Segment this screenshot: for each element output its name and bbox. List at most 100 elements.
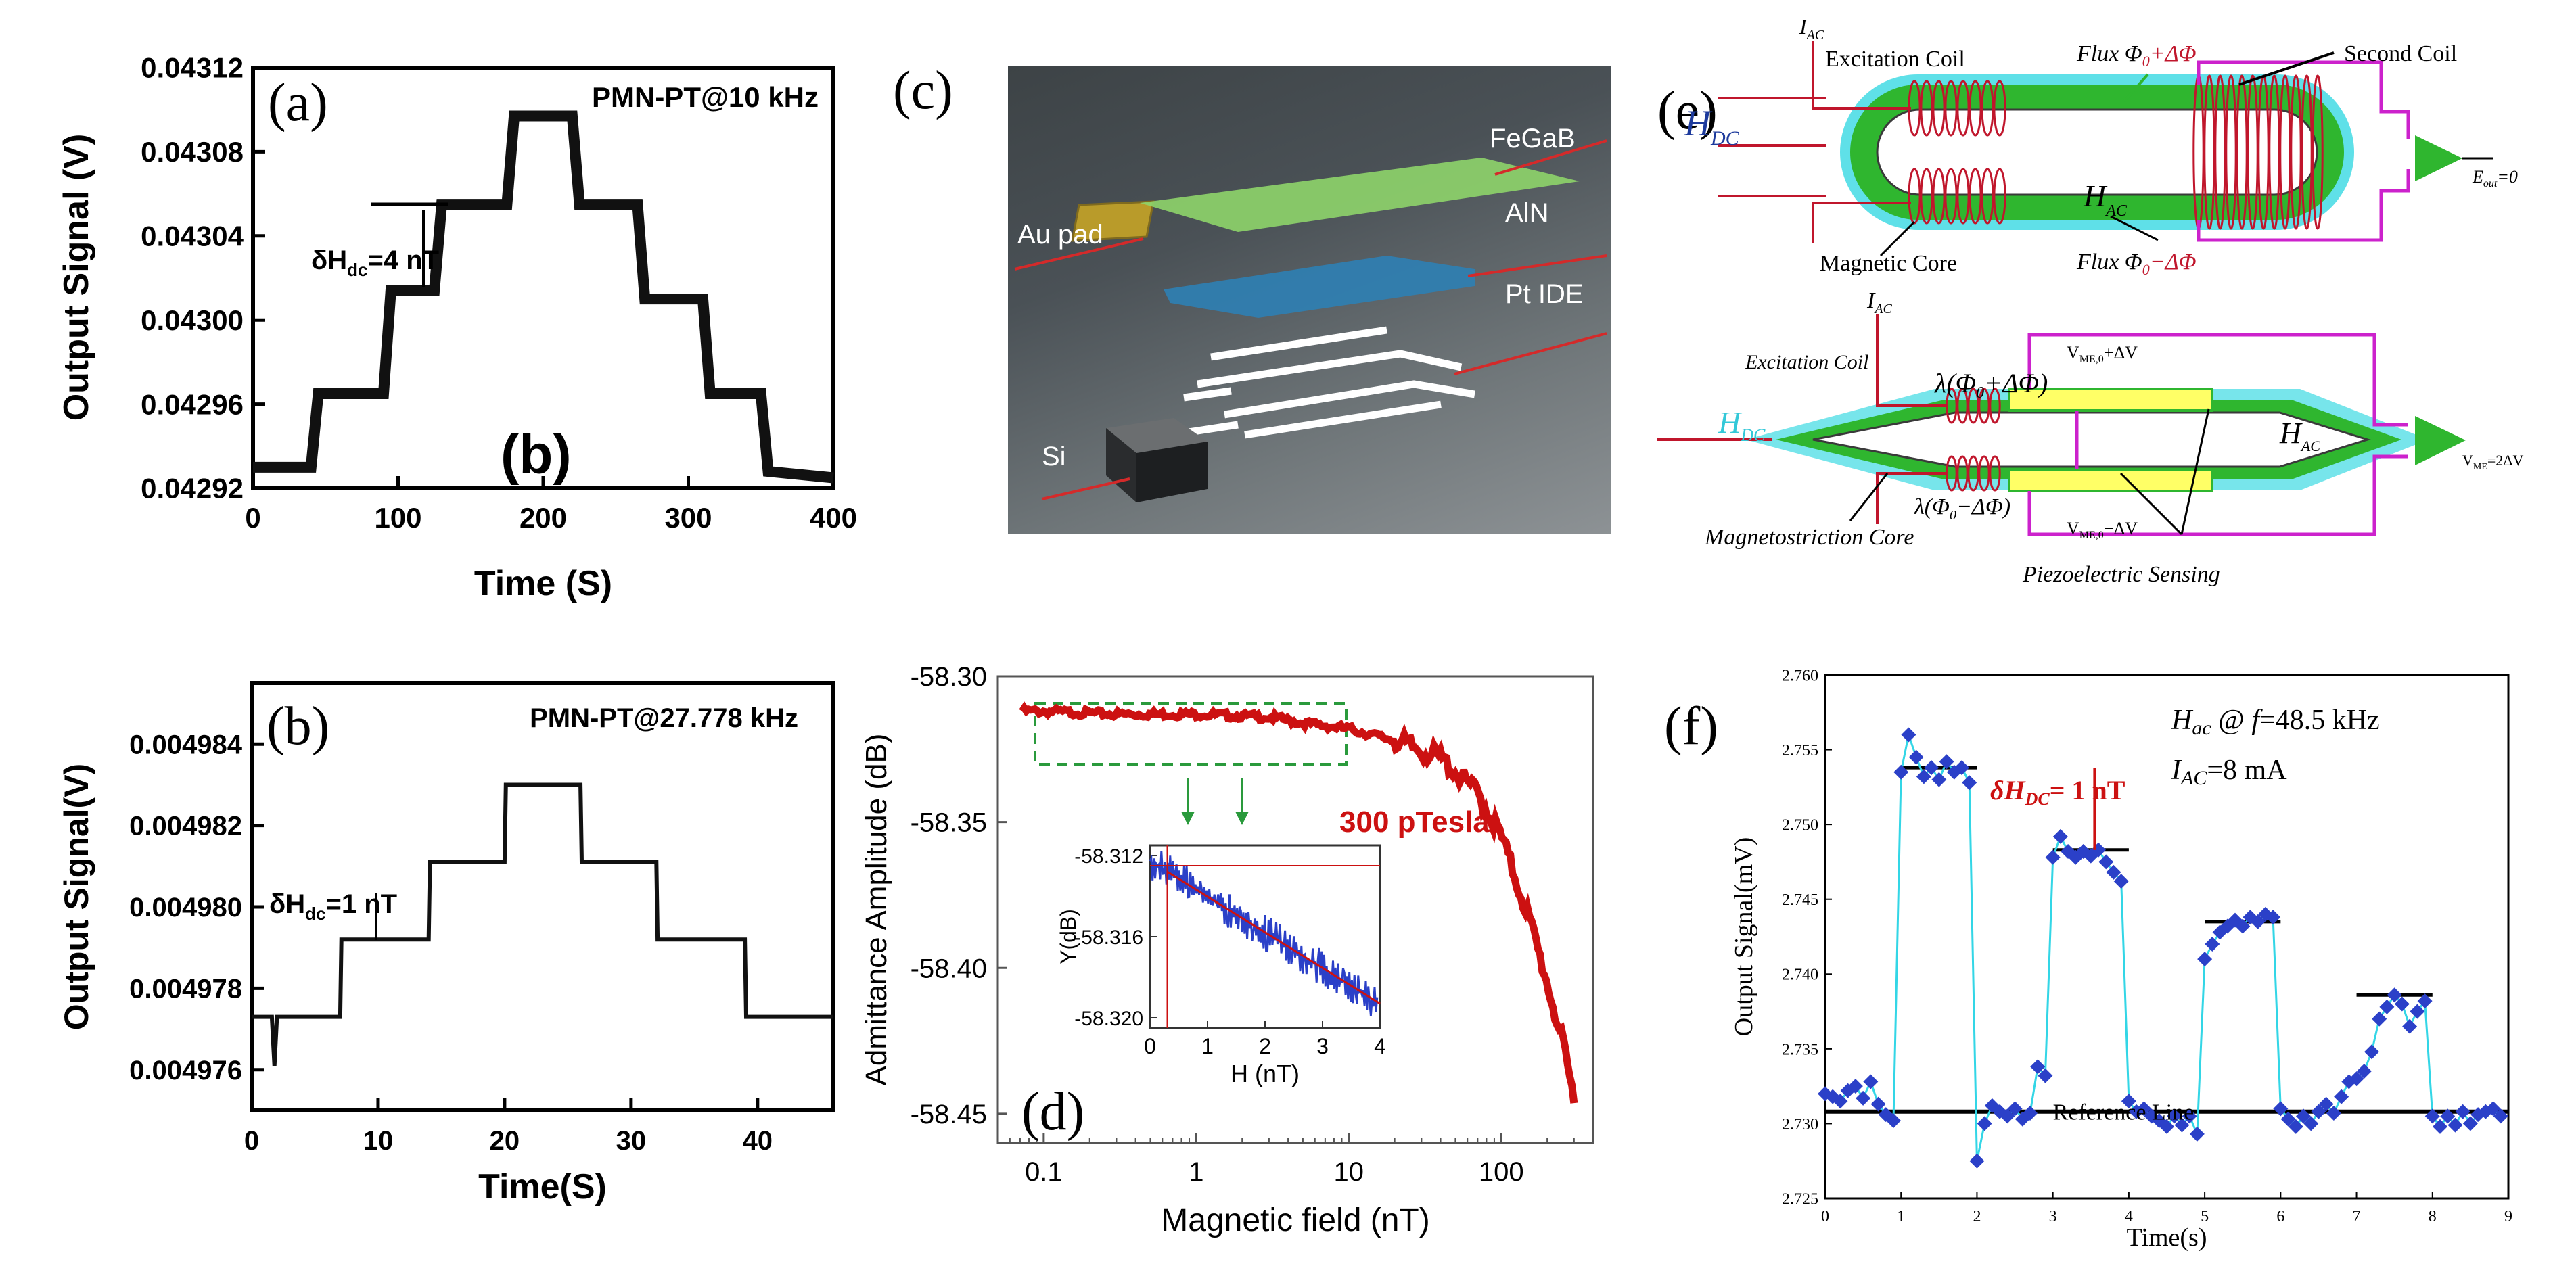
panel-c-label: (c) xyxy=(893,61,953,120)
data-point xyxy=(2334,1089,2349,1104)
data-point xyxy=(1840,1083,1856,1098)
flux-plus-arrow xyxy=(2123,73,2149,103)
bottom-lambda-minus-sub: 0 xyxy=(1950,508,1956,523)
panel-f-iac-sub: AC xyxy=(2180,767,2207,789)
data-point xyxy=(2015,1111,2030,1127)
top-iac-sub: AC xyxy=(1806,28,1824,43)
reference-line-label: Reference Line xyxy=(2053,1100,2194,1125)
coil-turn xyxy=(1989,388,2001,424)
x-tick-label: 200 xyxy=(520,502,567,534)
panel-a-trace xyxy=(253,110,834,484)
bottom-hdc-label: HDC xyxy=(1718,405,1766,445)
top-fluxgate: IAC Excitation Coil Flux Φ0+ΔΦ Second Co… xyxy=(1684,14,2518,278)
top-second-coil-label: Second Coil xyxy=(2344,41,2457,66)
coil-turn xyxy=(1989,455,2001,492)
data-point xyxy=(2007,1101,2023,1117)
inset-y-tick-label: -58.320 xyxy=(1074,1008,1143,1030)
bottom-v-plus-symbol: V xyxy=(2067,343,2079,362)
x-tick-label: 6 xyxy=(2276,1208,2284,1225)
data-point xyxy=(2159,1119,2174,1134)
data-point xyxy=(2045,849,2061,865)
y-tick-label: 2.750 xyxy=(1782,817,1818,835)
inset-noise-trace xyxy=(1149,851,1379,1016)
x-tick-label: 3 xyxy=(2049,1208,2057,1225)
data-point xyxy=(1962,775,1977,791)
data-point xyxy=(2212,924,2228,940)
x-tick-label: 1 xyxy=(1897,1208,1905,1225)
top-amplifier xyxy=(2415,135,2462,181)
green-arrowhead-2 xyxy=(1235,812,1249,825)
au-pad-leader xyxy=(1014,237,1144,271)
x-tick-label: 4 xyxy=(2125,1208,2133,1225)
coil-turn xyxy=(1956,80,1970,137)
layer-label-au-pad: Au pad xyxy=(1017,220,1103,250)
panel-f-step-sub: DC xyxy=(2025,789,2050,809)
second-coil-arrow xyxy=(2238,51,2334,86)
y-tick-label: 0.004978 xyxy=(129,974,242,1004)
inset-fit-line xyxy=(1166,870,1381,1005)
excitation-coil-windings xyxy=(1908,80,2006,225)
bottom-vout-label: VME=2ΔV xyxy=(2462,452,2523,472)
panel-f-iac-line: IAC=8 mA xyxy=(2171,755,2287,789)
data-point xyxy=(2341,1074,2357,1089)
bottom-hac-sub: AC xyxy=(2300,438,2320,454)
top-magnetic-core-label: Magnetic Core xyxy=(1820,251,1957,276)
fegab-leader xyxy=(1494,139,1607,176)
au-pad xyxy=(1071,200,1155,242)
panel-a-step-label: δH xyxy=(311,245,347,275)
panel-c-label-wrap: (c) xyxy=(893,61,953,120)
panel-f-iac-value: =8 mA xyxy=(2207,755,2287,786)
panel-f-iac-symbol: I xyxy=(2171,755,2182,786)
panel-a-step-sub: dc xyxy=(347,260,367,280)
aln-layer xyxy=(1164,256,1475,318)
panel-c-layers: FeGaB AlN Pt IDE Au pad Si xyxy=(1014,124,1607,502)
panel-b-annotation: PMN-PT@27.778 kHz xyxy=(530,703,798,733)
data-point xyxy=(2182,1108,2197,1124)
bottom-sensing-arrow-1 xyxy=(2119,472,2183,536)
panel-f-hac-sub: ac xyxy=(2192,717,2211,739)
data-point xyxy=(2038,1068,2053,1083)
top-eout-label: Eout=0 xyxy=(2472,167,2518,189)
panel-b-step-annotation: δHdc=1 nT xyxy=(269,889,397,924)
data-point xyxy=(2424,1108,2440,1124)
inset-x-tick-label: 2 xyxy=(1259,1034,1271,1058)
bottom-lambda-plus-label: λ(Φ0+ΔΦ) xyxy=(1934,368,2048,402)
y-tick-label: 2.745 xyxy=(1782,891,1818,909)
data-point xyxy=(2417,993,2433,1009)
top-flux-minus-label: Flux Φ0−ΔΦ xyxy=(2076,250,2196,278)
bottom-sensing-label: Piezoelectric Sensing xyxy=(2022,562,2220,587)
top-hac-sub: AC xyxy=(2104,202,2128,220)
bottom-lambda-plus-tail: +ΔΦ) xyxy=(1984,368,2048,398)
y-tick-label: -58.45 xyxy=(911,1100,987,1129)
top-flux-plus-sub: 0 xyxy=(2142,53,2150,70)
data-point xyxy=(2402,1018,2418,1034)
bottom-me-sensor: IAC Excitation Coil λ(Φ0+ΔΦ) λ(Φ0−ΔΦ) VM… xyxy=(1657,288,2523,587)
y-tick-label: 0.04300 xyxy=(141,304,244,336)
y-tick-label: 2.725 xyxy=(1782,1190,1818,1208)
coil-turn xyxy=(1956,388,1969,424)
coil-turn xyxy=(2268,74,2280,230)
data-point xyxy=(2394,996,2410,1012)
panel-c-device-illustration: FeGaB AlN Pt IDE Au pad Si xyxy=(1008,66,1611,534)
inset-x-tick-label: 0 xyxy=(1144,1034,1156,1058)
x-tick-label: 300 xyxy=(664,502,712,534)
bottom-core-inner xyxy=(1812,411,2372,468)
panel-d-trace xyxy=(1019,701,1578,1104)
coil-turn xyxy=(1967,455,1979,492)
data-point xyxy=(2372,1011,2387,1027)
panel-f-ylabel: Output Signal(mV) xyxy=(1730,837,1758,1036)
data-point xyxy=(1939,754,1954,770)
fegab-layer xyxy=(1140,158,1580,232)
data-point xyxy=(1870,1096,1886,1112)
x-tick-label: 5 xyxy=(2201,1208,2209,1225)
y-tick-label: 0.04308 xyxy=(141,136,244,168)
data-point xyxy=(2326,1105,2341,1121)
x-tick-label: 40 xyxy=(743,1126,773,1156)
bottom-core-arrow xyxy=(1849,473,1889,521)
top-flux-plus-tail: +ΔΦ xyxy=(2150,41,2196,66)
top-iac-symbol: I xyxy=(1799,14,1808,39)
top-eout-symbol: E xyxy=(2472,167,2483,187)
panel-d-inset: 0 1 2 3 4 -58.312 -58.316 -58.320 H (nT) Y(dB) xyxy=(1056,844,1386,1087)
y-tick-label: 0.04292 xyxy=(141,473,244,505)
panel-e-diagram: (e) IAC Excitation Coil Flux Φ0+ΔΦ Secon… xyxy=(1657,14,2523,587)
